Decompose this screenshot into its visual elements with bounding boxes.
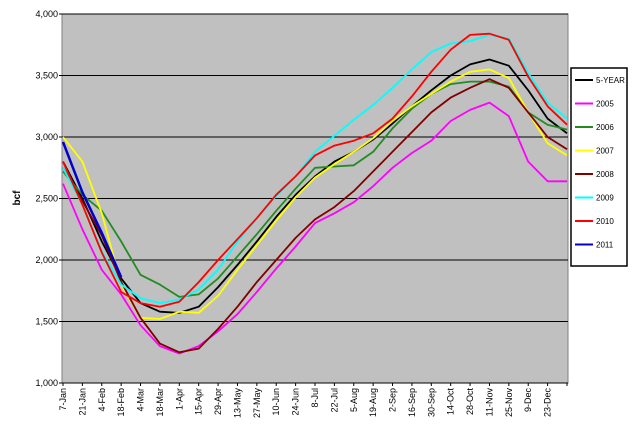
x-tick-label: 28-Oct: [465, 388, 475, 416]
y-tick-label: 4,000: [35, 9, 58, 19]
series-line: [61, 141, 123, 278]
x-tick-label: 4-Mar: [136, 388, 146, 412]
series-line: [62, 34, 568, 304]
legend-label: 5-YEAR: [596, 76, 625, 85]
legend-label: 2006: [596, 123, 614, 132]
legend-label: 2009: [596, 194, 614, 203]
legend-label: 2010: [596, 217, 614, 226]
x-tick-label: 29-Apr: [213, 388, 223, 415]
x-tick-label: 9-Dec: [523, 388, 533, 413]
legend-label: 2005: [596, 100, 614, 109]
x-tick-label: 5-Aug: [349, 388, 359, 412]
x-tick-label: 18-Mar: [155, 388, 165, 417]
x-tick-label: 4-Feb: [97, 388, 107, 412]
x-tick-label: 21-Jan: [77, 388, 87, 416]
legend-label: 2008: [596, 170, 614, 179]
x-tick-label: 7-Jan: [58, 388, 68, 411]
x-tick-label: 27-May: [252, 388, 262, 419]
x-tick-label: 19-Aug: [368, 388, 378, 417]
y-axis-title: bcf: [12, 190, 23, 206]
x-tick-label: 14-Oct: [446, 388, 456, 416]
x-tick-label: 15-Apr: [194, 388, 204, 415]
y-tick-label: 3,000: [35, 132, 58, 142]
x-tick-label: 18-Feb: [116, 388, 126, 417]
x-tick-label: 13-May: [232, 388, 242, 419]
y-tick-label: 3,500: [35, 71, 58, 81]
x-tick-label: 25-Nov: [504, 388, 514, 418]
legend-label: 2011: [596, 241, 614, 250]
x-tick-label: 23-Dec: [543, 388, 553, 418]
x-tick-label: 2-Sep: [388, 388, 398, 412]
series-line: [62, 101, 567, 355]
x-tick-label: 16-Sep: [407, 388, 417, 417]
y-tick-label: 1,500: [35, 317, 58, 327]
y-tick-label: 1,000: [35, 378, 58, 388]
x-tick-label: 22-Jul: [329, 388, 339, 413]
x-tick-label: 11-Nov: [484, 388, 494, 417]
y-tick-label: 2,000: [35, 255, 58, 265]
legend-label: 2007: [596, 147, 614, 156]
x-tick-label: 8-Jul: [310, 388, 320, 408]
legend-box: [570, 67, 628, 267]
series-line: [62, 68, 568, 320]
series-line: [62, 32, 568, 308]
x-tick-label: 24-Jun: [291, 388, 301, 416]
x-tick-label: 10-Jun: [271, 388, 281, 416]
y-tick-label: 2,500: [35, 194, 58, 204]
series-line: [62, 58, 568, 314]
x-tick-label: 30-Sep: [426, 388, 436, 417]
x-tick-label: 1-Apr: [174, 388, 184, 410]
series-line: [62, 78, 568, 354]
